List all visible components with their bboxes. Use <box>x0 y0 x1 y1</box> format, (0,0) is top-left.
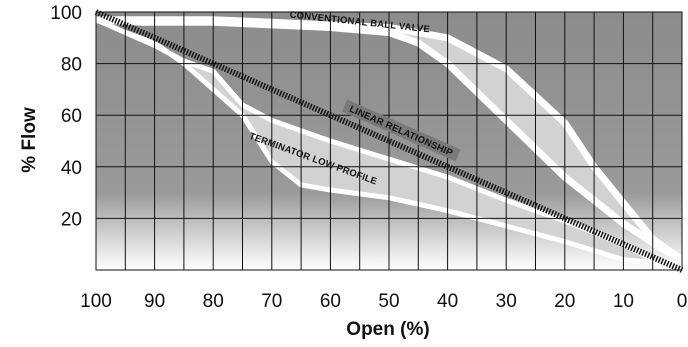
x-tick-label: 30 <box>496 291 517 312</box>
y-tick-label: 60 <box>61 106 82 127</box>
y-tick-label: 100 <box>50 3 82 24</box>
y-axis-title: % Flow <box>19 107 40 173</box>
x-tick-label: 0 <box>677 291 688 312</box>
x-tick-label: 20 <box>554 291 575 312</box>
y-tick-label: 20 <box>61 209 82 230</box>
x-tick-label: 100 <box>80 291 112 312</box>
grid-layer <box>95 11 683 271</box>
x-tick-label: 50 <box>378 291 399 312</box>
linear-relationship-label-band <box>341 99 461 162</box>
x-axis-title: Open (%) <box>346 319 429 340</box>
y-tick-label: 80 <box>61 55 82 76</box>
x-tick-label: 10 <box>613 291 634 312</box>
x-tick-label: 90 <box>144 291 165 312</box>
y-tick-label: 40 <box>61 158 82 179</box>
plot-frame <box>95 11 683 271</box>
x-tick-label: 70 <box>261 291 282 312</box>
x-tick-label: 60 <box>320 291 341 312</box>
x-tick-label: 40 <box>437 291 458 312</box>
x-tick-label: 80 <box>203 291 224 312</box>
